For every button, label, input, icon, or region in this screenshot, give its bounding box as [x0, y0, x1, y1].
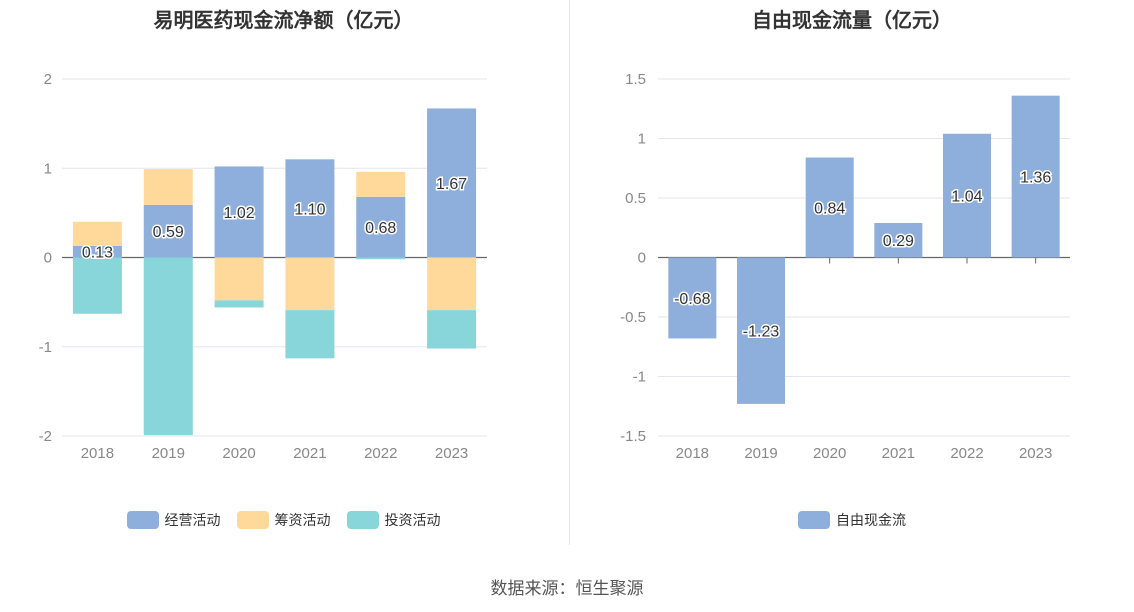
bar-筹资活动 — [143, 169, 193, 205]
data-label: -0.68 — [674, 291, 711, 308]
chart-title: 自由现金流量（亿元） — [752, 10, 952, 32]
legend-item[interactable]: 自由现金流 — [798, 510, 906, 530]
data-label: -1.23 — [743, 324, 780, 341]
bar-筹资活动 — [356, 171, 406, 197]
cash-flow-panel: 易明医药现金流净额（亿元） 2 1 0 -1 -2 2018 2019 2020 2021 202… — [0, 0, 567, 545]
y-tick-label: -1 — [39, 339, 52, 356]
x-tick-label: 2019 — [744, 445, 777, 462]
legend-label: 经营活动 — [164, 512, 221, 528]
bar-投资活动 — [427, 310, 477, 349]
y-tick-label: 1 — [44, 160, 52, 177]
x-tick-label: 2023 — [435, 445, 468, 462]
bar-自由现金流 — [668, 257, 717, 339]
data-label: 1.04 — [951, 189, 982, 206]
cash-flow-chart: 2 1 0 -1 -2 2018 2019 2020 2021 2022 2023 0.13 0.59 1… — [39, 71, 487, 462]
data-label: 0.13 — [82, 245, 113, 262]
y-tick-label: -2 — [39, 428, 52, 445]
legend-swatch — [346, 511, 379, 529]
data-label: 1.02 — [224, 205, 255, 222]
x-tick-label: 2018 — [676, 445, 709, 462]
bar-筹资活动 — [427, 257, 477, 311]
y-tick-label: 0 — [44, 250, 52, 267]
y-tick-label: 0 — [638, 250, 646, 267]
data-label: 0.29 — [883, 233, 914, 250]
data-label: 0.68 — [365, 220, 396, 237]
panel-divider — [569, 0, 570, 545]
legend-swatch — [236, 511, 269, 529]
y-tick-label: 2 — [44, 71, 52, 88]
bar-经营活动 — [427, 108, 477, 258]
bar-经营活动 — [285, 159, 335, 258]
free-cash-flow-chart: 1.5 1 0.5 0 -0.5 -1 -1.5 2018 2019 2020 2021 2022 20… — [620, 71, 1070, 462]
chart-title: 易明医药现金流净额（亿元） — [153, 10, 414, 32]
bar-投资活动 — [143, 257, 193, 436]
legend-item[interactable]: 筹资活动 — [236, 510, 331, 530]
chart-legend: 自由现金流 — [570, 510, 1134, 530]
data-label: 1.67 — [436, 176, 467, 193]
bar-筹资活动 — [214, 257, 264, 301]
y-tick-label: -0.5 — [620, 309, 646, 326]
data-label: 0.84 — [814, 201, 845, 218]
data-label: 1.36 — [1020, 170, 1051, 187]
bar-经营活动 — [143, 204, 193, 258]
legend-item[interactable]: 投资活动 — [346, 510, 441, 530]
x-tick-label: 2020 — [222, 445, 255, 462]
free-cash-flow-panel: 自由现金流量（亿元） 1.5 1 0.5 0 -0.5 -1 -1.5 2018 2019 202… — [570, 0, 1134, 545]
legend-swatch — [798, 511, 830, 529]
x-tick-label: 2020 — [813, 445, 846, 462]
x-tick-label: 2023 — [1019, 445, 1052, 462]
bar-自由现金流 — [874, 222, 923, 258]
y-tick-label: 1.5 — [625, 71, 646, 88]
chart-legend: 经营活动 筹资活动 投资活动 — [0, 510, 567, 530]
legend-label: 筹资活动 — [274, 512, 331, 528]
bar-投资活动 — [214, 300, 264, 308]
bar-经营活动 — [72, 245, 122, 258]
legend-item[interactable]: 经营活动 — [126, 510, 221, 530]
bar-自由现金流 — [737, 257, 785, 404]
bar-投资活动 — [72, 257, 122, 314]
bar-筹资活动 — [285, 257, 335, 311]
bar-自由现金流 — [1011, 95, 1060, 258]
bar-投资活动 — [356, 257, 406, 260]
bar-自由现金流 — [805, 157, 854, 258]
data-label: 1.10 — [294, 201, 325, 218]
x-tick-label: 2019 — [152, 445, 185, 462]
legend-label: 自由现金流 — [836, 512, 906, 528]
y-tick-label: -1 — [633, 369, 646, 386]
legend-label: 投资活动 — [384, 512, 441, 528]
data-label: 0.59 — [153, 224, 184, 241]
data-source: 数据来源：恒生聚源 — [490, 579, 644, 598]
x-tick-label: 2022 — [950, 445, 983, 462]
bar-经营活动 — [356, 196, 406, 258]
x-tick-label: 2018 — [81, 445, 114, 462]
x-tick-label: 2021 — [293, 445, 326, 462]
y-tick-label: 0.5 — [625, 190, 646, 207]
x-tick-label: 2021 — [882, 445, 915, 462]
y-tick-label: 1 — [638, 131, 646, 148]
bar-筹资活动 — [72, 221, 122, 246]
y-tick-label: -1.5 — [620, 428, 646, 445]
x-tick-label: 2022 — [364, 445, 397, 462]
bar-经营活动 — [214, 166, 264, 258]
legend-swatch — [126, 511, 159, 529]
bar-投资活动 — [285, 310, 335, 359]
bar-自由现金流 — [943, 133, 991, 258]
